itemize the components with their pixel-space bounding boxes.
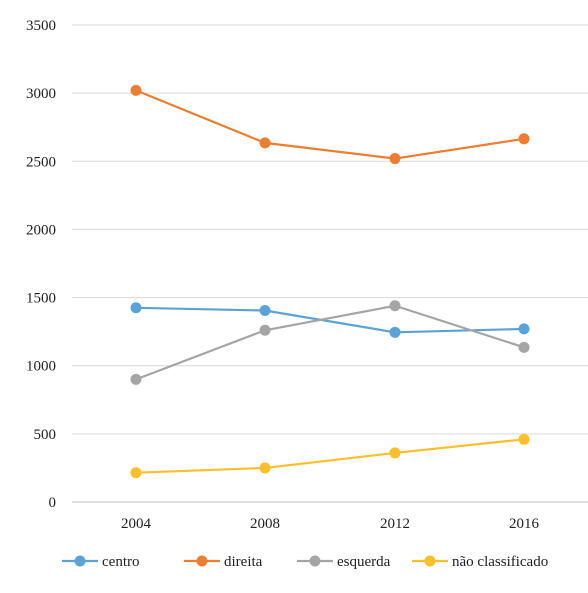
data-point-nao-classificado bbox=[130, 467, 142, 479]
data-point-direita bbox=[259, 137, 271, 149]
x-tick-label: 2004 bbox=[121, 516, 152, 532]
data-point-direita bbox=[389, 153, 401, 165]
y-tick-label: 0 bbox=[49, 495, 57, 511]
legend-label: direita bbox=[224, 554, 263, 570]
data-point-direita bbox=[130, 84, 142, 96]
gridlines bbox=[72, 24, 588, 503]
series-line-nao-classificado bbox=[135, 438, 525, 474]
legend-swatch-marker bbox=[196, 555, 208, 567]
legend-swatch-marker bbox=[74, 555, 86, 567]
legend-label: não classificado bbox=[452, 554, 548, 570]
series-layer bbox=[130, 84, 530, 479]
legend-label: esquerda bbox=[337, 554, 391, 570]
data-point-nao-classificado bbox=[259, 462, 271, 474]
series-line-direita bbox=[135, 89, 525, 160]
legend-item-direita: direita bbox=[184, 554, 263, 570]
x-tick-label: 2008 bbox=[250, 516, 280, 532]
legend-label: centro bbox=[102, 554, 139, 570]
data-point-esquerda bbox=[389, 300, 401, 312]
y-axis-tick-labels: 0 500 1000 1500 2000 2500 3000 3500 bbox=[26, 18, 56, 511]
data-point-centro bbox=[130, 302, 142, 314]
y-tick-label: 2000 bbox=[26, 222, 56, 238]
y-tick-label: 1500 bbox=[26, 291, 56, 307]
series-line-centro bbox=[135, 306, 525, 334]
y-tick-label: 3500 bbox=[26, 18, 56, 34]
legend-item-esquerda: esquerda bbox=[297, 554, 391, 570]
data-point-esquerda bbox=[130, 373, 142, 385]
legend-swatch-marker bbox=[424, 555, 436, 567]
data-point-centro bbox=[518, 323, 530, 335]
legend-item-centro: centro bbox=[62, 554, 139, 570]
data-point-nao-classificado bbox=[389, 447, 401, 459]
series-line-esquerda bbox=[135, 304, 525, 381]
y-tick-label: 2500 bbox=[26, 154, 56, 170]
data-point-centro bbox=[389, 326, 401, 338]
data-point-centro bbox=[259, 305, 271, 317]
x-tick-label: 2016 bbox=[509, 516, 540, 532]
data-point-nao-classificado bbox=[518, 433, 530, 445]
legend: centro direita esquerda não classificado bbox=[62, 554, 548, 570]
x-tick-label: 2012 bbox=[380, 516, 410, 532]
data-point-esquerda bbox=[259, 324, 271, 336]
y-tick-label: 500 bbox=[34, 427, 57, 443]
legend-swatch-marker bbox=[309, 555, 321, 567]
data-point-direita bbox=[518, 133, 530, 145]
data-point-esquerda bbox=[518, 341, 530, 353]
y-tick-label: 3000 bbox=[26, 86, 56, 102]
x-axis-tick-labels: 2004 2008 2012 2016 bbox=[121, 516, 540, 532]
y-tick-label: 1000 bbox=[26, 359, 56, 375]
legend-item-nao-classificado: não classificado bbox=[412, 554, 548, 570]
